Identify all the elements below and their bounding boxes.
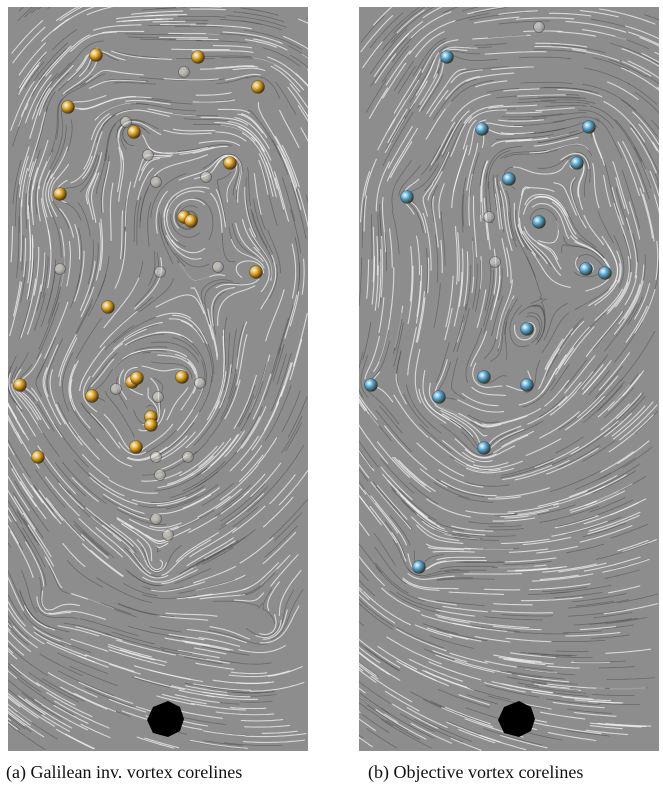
flow-field-image	[8, 7, 308, 751]
ghost-vortex-marker	[195, 378, 206, 389]
ghost-vortex-marker	[534, 22, 545, 33]
vortex-coreline-marker	[145, 419, 158, 432]
vortex-coreline-marker	[176, 371, 189, 384]
vortex-coreline-marker	[54, 188, 67, 201]
vortex-coreline-marker	[192, 51, 205, 64]
vortex-coreline-marker	[130, 441, 143, 454]
vortex-coreline-marker	[580, 263, 593, 276]
vortex-coreline-marker	[476, 123, 489, 136]
vortex-coreline-marker	[62, 101, 75, 114]
ghost-vortex-marker	[179, 67, 190, 78]
vortex-coreline-marker	[128, 126, 141, 139]
vortex-coreline-marker	[441, 51, 454, 64]
ghost-vortex-marker	[55, 264, 66, 275]
vortex-coreline-marker	[433, 391, 446, 404]
vortex-coreline-marker	[599, 267, 612, 280]
vortex-coreline-marker	[401, 191, 414, 204]
vortex-coreline-marker	[571, 157, 584, 170]
ghost-vortex-marker	[121, 117, 132, 128]
ghost-vortex-marker	[155, 267, 166, 278]
vortex-coreline-marker	[86, 390, 99, 403]
vortex-coreline-marker	[478, 371, 491, 384]
ghost-vortex-marker	[143, 150, 154, 161]
ghost-vortex-marker	[201, 172, 212, 183]
vortex-coreline-marker	[478, 442, 491, 455]
caption-galilean: (a) Galilean inv. vortex corelines	[6, 762, 242, 783]
vortex-coreline-marker	[413, 561, 426, 574]
vortex-coreline-marker	[365, 379, 378, 392]
ghost-vortex-marker	[151, 514, 162, 525]
vortex-coreline-marker	[250, 266, 263, 279]
panel-objective-flow-visualization	[359, 7, 659, 751]
flow-field-image	[359, 7, 659, 751]
vortex-coreline-marker	[90, 49, 103, 62]
vortex-coreline-marker	[583, 121, 596, 134]
caption-objective: (b) Objective vortex corelines	[368, 762, 583, 783]
vortex-coreline-marker	[102, 301, 115, 314]
vortex-coreline-marker	[521, 379, 534, 392]
vortex-coreline-marker	[224, 157, 237, 170]
vortex-coreline-marker	[14, 379, 27, 392]
ghost-vortex-marker	[155, 470, 166, 481]
ghost-vortex-marker	[183, 452, 194, 463]
vortex-coreline-marker	[32, 451, 45, 464]
vortex-coreline-marker	[533, 216, 546, 229]
ghost-vortex-marker	[153, 392, 164, 403]
ghost-vortex-marker	[213, 262, 224, 273]
vortex-coreline-marker	[185, 215, 198, 228]
panel-galilean-flow-visualization	[8, 7, 308, 751]
ghost-vortex-marker	[151, 452, 162, 463]
ghost-vortex-marker	[490, 257, 501, 268]
vortex-coreline-marker	[521, 323, 534, 336]
ghost-vortex-marker	[163, 530, 174, 541]
ghost-vortex-marker	[151, 177, 162, 188]
vortex-coreline-marker	[252, 81, 265, 94]
vortex-coreline-marker	[131, 372, 144, 385]
ghost-vortex-marker	[111, 384, 122, 395]
vortex-coreline-marker	[503, 173, 516, 186]
ghost-vortex-marker	[484, 212, 495, 223]
